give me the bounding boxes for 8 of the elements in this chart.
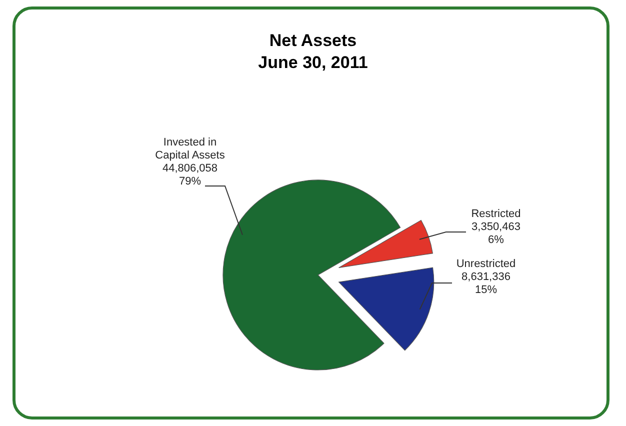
- slice-label: Invested in Capital Assets: [155, 136, 226, 162]
- data-label: 3,350,463 6%: [472, 221, 520, 246]
- chart-title: Net Assets: [269, 31, 357, 50]
- chart-subtitle: June 30, 2011: [258, 53, 368, 72]
- slice-label: Restricted: [471, 208, 521, 220]
- data-label: 8,631,336 15%: [462, 271, 510, 296]
- data-label: 44,806,058 79%: [162, 162, 218, 188]
- slice-label: Unrestricted: [456, 258, 516, 270]
